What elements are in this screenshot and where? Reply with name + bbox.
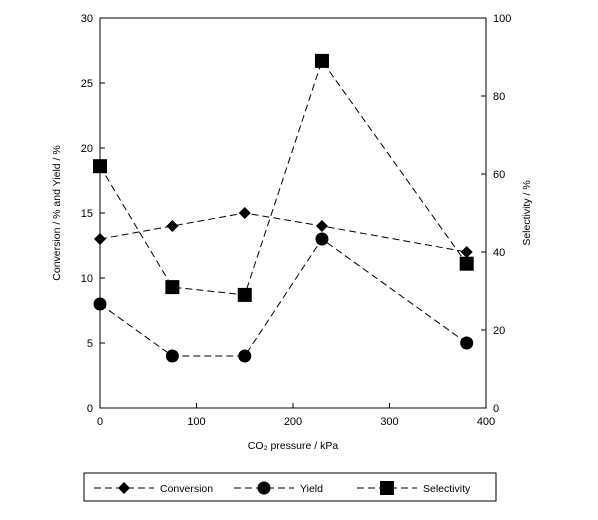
y-left-tick-label: 15 — [81, 208, 93, 220]
selectivity-line — [100, 61, 467, 295]
legend-label: Yield — [300, 483, 323, 495]
conversion-point — [94, 233, 106, 245]
yield-line — [100, 239, 467, 356]
y-left-tick-label: 5 — [87, 338, 93, 350]
y-left-tick-label: 0 — [87, 403, 93, 415]
yield-point — [238, 350, 251, 363]
y-right-tick-label: 80 — [493, 91, 505, 103]
legend-marker-yield — [258, 482, 271, 495]
conversion-series — [94, 207, 473, 258]
legend-label: Conversion — [160, 483, 213, 495]
plot-area — [100, 18, 486, 408]
y-right-tick-label: 40 — [493, 247, 505, 259]
y-left-tick-label: 20 — [81, 143, 93, 155]
y-axis-left-label: Conversion / % and Yield / % — [51, 145, 63, 280]
yield-point — [460, 337, 473, 350]
legend-label: Selectivity — [423, 483, 471, 495]
y-axis-right-label: Selectivity / % — [521, 180, 533, 245]
y-left-tick-label: 25 — [81, 78, 93, 90]
conversion-point — [316, 220, 328, 232]
conversion-point — [166, 220, 178, 232]
selectivity-point — [93, 159, 107, 173]
conversion-point — [239, 207, 251, 219]
x-tick-label: 200 — [284, 416, 302, 428]
y-right-tick-label: 20 — [493, 325, 505, 337]
yield-point — [94, 298, 107, 311]
selectivity-series — [93, 54, 474, 302]
yield-point — [166, 350, 179, 363]
y-right-tick-label: 60 — [493, 169, 505, 181]
selectivity-point — [460, 257, 474, 271]
y-right-tick-label: 0 — [493, 403, 499, 415]
x-tick-label: 300 — [380, 416, 398, 428]
yield-series — [94, 233, 474, 363]
y-right-tick-label: 100 — [493, 13, 511, 25]
selectivity-point — [165, 280, 179, 294]
x-tick-label: 100 — [187, 416, 205, 428]
conversion-point — [461, 246, 473, 258]
x-tick-label: 400 — [477, 416, 495, 428]
y-left-tick-label: 30 — [81, 13, 93, 25]
yield-point — [315, 233, 328, 246]
selectivity-point — [238, 288, 252, 302]
y-left-tick-label: 10 — [81, 273, 93, 285]
selectivity-point — [315, 54, 329, 68]
legend-marker-selectivity — [380, 481, 394, 495]
conversion-line — [100, 213, 467, 252]
legend: Conversion Yield Selectivity — [84, 473, 496, 501]
x-tick-label: 0 — [97, 416, 103, 428]
x-axis-label: CO₂ pressure / kPa — [248, 440, 339, 452]
